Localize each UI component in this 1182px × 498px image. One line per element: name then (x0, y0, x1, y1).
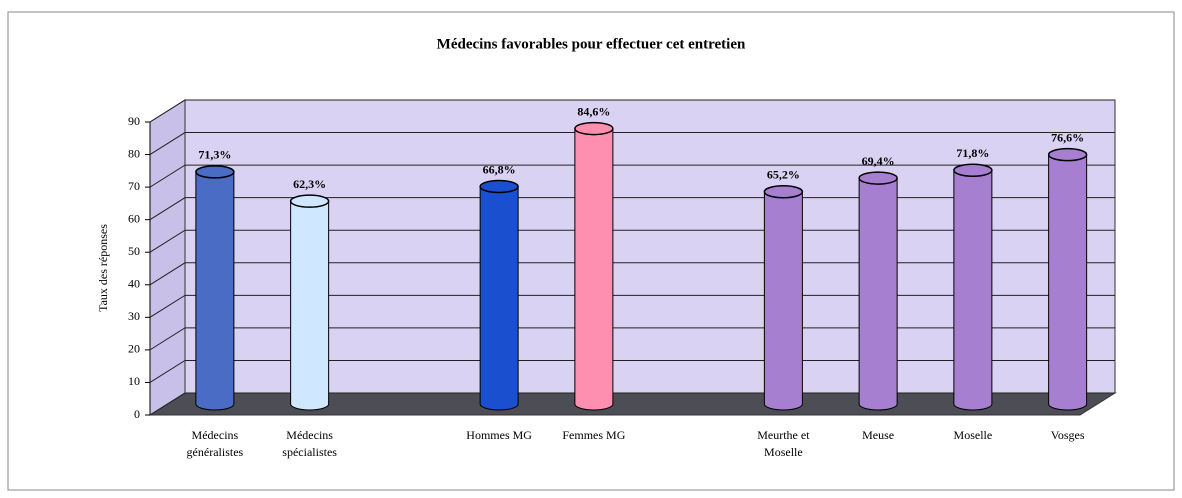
bar-top (479, 179, 519, 194)
value-label: 76,6% (1051, 130, 1084, 144)
y-tick-label: 50 (128, 244, 140, 258)
grid-line (149, 229, 1115, 253)
x-tick-label: Hommes MG (466, 428, 532, 442)
y-tick-label: 80 (128, 146, 140, 160)
y-tick-label: 40 (128, 277, 140, 291)
bar-top (953, 163, 993, 178)
x-tick-label: Médecins spécialistes (282, 428, 337, 459)
grid-line (149, 99, 1115, 123)
value-label: 66,8% (483, 162, 516, 176)
value-label: 69,4% (862, 154, 895, 168)
bar (290, 201, 329, 404)
grid-line (149, 132, 1115, 155)
y-tick-label: 20 (128, 342, 140, 356)
y-tick-label: 10 (128, 374, 140, 388)
grid-line (149, 262, 1115, 286)
x-tick-label: Vosges (1050, 428, 1085, 442)
bar (859, 178, 898, 404)
bar (953, 170, 992, 404)
bar (574, 128, 613, 404)
x-tick-label: Meurthe et Moselle (757, 428, 810, 459)
x-tick-label: Médecins généralistes (186, 428, 244, 459)
y-tick-label: 90 (128, 114, 140, 128)
grid-line (149, 359, 1115, 383)
y-tick-label: 60 (128, 211, 140, 225)
y-axis-label: Taux des réponses (96, 224, 110, 312)
x-tick-label: Moselle (953, 428, 993, 442)
bar (764, 191, 803, 404)
bar-top (1047, 147, 1088, 162)
bar-top (763, 184, 804, 199)
bar-top (574, 121, 614, 136)
grid-line (149, 164, 1115, 188)
y-tick-label: 70 (128, 179, 140, 193)
bar (1048, 154, 1087, 404)
y-tick-label: 0 (134, 407, 140, 421)
value-label: 71,8% (956, 146, 989, 160)
bar (195, 171, 234, 404)
bar-top (289, 194, 330, 208)
chart-title: Médecins favorables pour effectuer cet e… (437, 36, 746, 52)
value-label: 84,6% (577, 104, 610, 118)
grid-line (149, 197, 1115, 221)
y-tick-label: 30 (128, 309, 140, 323)
x-tick-label: Meuse (862, 428, 895, 442)
side-wall (149, 99, 186, 416)
grid-line (149, 392, 1115, 416)
value-label: 62,3% (293, 177, 326, 191)
grid-line (149, 294, 1115, 318)
bar-top (195, 165, 235, 179)
bar-top (858, 171, 898, 185)
value-label: 65,2% (767, 167, 800, 181)
grid-line (149, 327, 1115, 351)
bar (480, 186, 519, 404)
x-tick-label: Femmes MG (562, 428, 626, 442)
value-label: 71,3% (198, 148, 231, 162)
